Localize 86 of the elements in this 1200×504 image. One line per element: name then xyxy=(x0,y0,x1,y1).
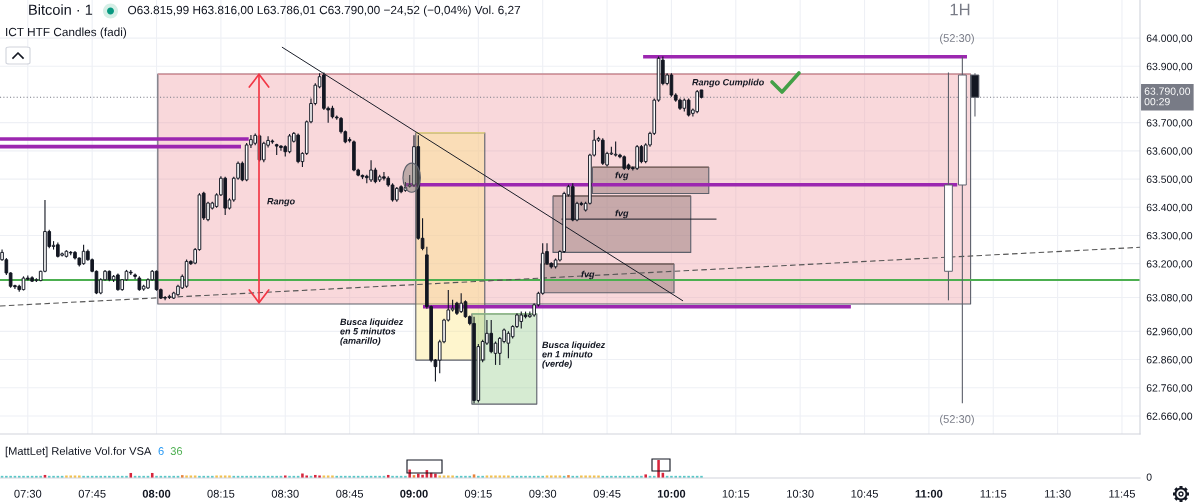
annotation: Busca liquidez en 5 minutos (amarillo) xyxy=(340,318,404,346)
bar xyxy=(228,475,231,478)
bar xyxy=(185,475,188,478)
x-tick-label: 07:30 xyxy=(14,489,42,498)
candlestick xyxy=(669,72,674,98)
bar xyxy=(78,475,81,478)
candlestick xyxy=(459,292,463,314)
bar xyxy=(65,475,68,478)
bar xyxy=(438,475,442,478)
bar xyxy=(305,475,308,478)
chart-title: Bitcoin · 1 xyxy=(29,4,93,15)
annotation: Rango xyxy=(267,198,295,207)
annotation: (52:30) xyxy=(940,414,974,426)
x-tick-label: 10:30 xyxy=(787,489,814,498)
y-tick-label: 62.660,00 xyxy=(1146,412,1193,422)
candlestick xyxy=(390,182,395,203)
candlestick xyxy=(287,133,292,154)
y-tick-label: 62.760,00 xyxy=(1146,384,1193,393)
annotation: fvg xyxy=(615,171,629,181)
y-tick-label: 63.600,00 xyxy=(1146,147,1193,156)
bar xyxy=(69,475,72,478)
x-tick-label: 11:30 xyxy=(1044,489,1071,498)
x-tick-label: 11:45 xyxy=(1109,489,1136,498)
y-tick-label: 63.300,00 xyxy=(1146,231,1193,241)
annotation: ICT HTF Candles (fadi) xyxy=(6,27,127,39)
candlestick xyxy=(489,319,494,354)
x-tick-label: 10:00 xyxy=(657,489,686,498)
y-tick-label: 63.700,00 xyxy=(1146,119,1193,128)
annotation: Rango Cumplido xyxy=(692,78,764,88)
chart-subtitle: O63.815,99 H63.816,00 L63.786,01 C63.790,00 −24,52 (−0,04%) Vol. 6,27 xyxy=(128,5,521,17)
bar xyxy=(584,475,587,478)
y-tick-label: 62.960,00 xyxy=(1146,327,1193,337)
x-tick-label: 10:45 xyxy=(851,489,878,498)
x-tick-label: 09:45 xyxy=(593,489,621,498)
text: 36 xyxy=(170,447,183,455)
candlestick xyxy=(635,144,639,171)
candlestick xyxy=(279,144,283,152)
x-tick-label: 11:00 xyxy=(915,489,943,498)
y-tick-label: 63.080,00 xyxy=(1146,294,1193,303)
annotation: (52:30) xyxy=(940,33,974,45)
candlestick xyxy=(382,171,386,182)
bar xyxy=(507,475,510,478)
chart-title: [MattLet] Relative Vol.for VSA xyxy=(5,446,152,458)
bar xyxy=(150,472,154,478)
annotation: 1H xyxy=(950,3,970,16)
bar xyxy=(451,475,454,478)
x-tick-label: 11:15 xyxy=(980,489,1007,498)
y-tick-label: 63.400,00 xyxy=(1146,203,1193,213)
bar xyxy=(283,475,287,478)
x-tick-label: 08:30 xyxy=(271,489,299,498)
annotation: fvg xyxy=(581,270,595,280)
ref-line-label: 63.790,00 00:29 xyxy=(1144,87,1191,106)
bar xyxy=(554,475,557,478)
x-tick-label: 10:15 xyxy=(722,489,750,498)
x-tick-label: 09:15 xyxy=(464,489,492,498)
x-tick-label: 08:00 xyxy=(142,489,171,498)
y-tick-label: 63.200,00 xyxy=(1146,260,1193,269)
candlestick xyxy=(81,244,86,266)
text: 6 xyxy=(158,447,164,455)
bar xyxy=(644,474,647,478)
x-tick-label: 07:45 xyxy=(78,489,106,498)
bar xyxy=(447,475,450,478)
bar xyxy=(494,475,497,478)
x-tick-label: 08:45 xyxy=(336,489,364,498)
candlestick xyxy=(970,72,980,118)
annotation: Busca liquidez en 1 minuto (verde) xyxy=(542,341,606,369)
candlestick xyxy=(695,89,699,114)
y-tick-label: 64.000,00 xyxy=(1146,34,1193,44)
bar xyxy=(550,475,553,478)
bar xyxy=(489,475,493,478)
annotation: fvg xyxy=(615,209,629,219)
bar xyxy=(318,475,321,478)
bar xyxy=(331,475,334,478)
y-tick-label: 62.860,00 xyxy=(1146,356,1193,365)
y-tick-label: 63.900,00 xyxy=(1146,62,1193,72)
x-tick-label: 09:00 xyxy=(400,489,428,498)
x-tick-label: 09:30 xyxy=(529,489,557,498)
candlestick xyxy=(600,137,605,166)
candlestick xyxy=(369,159,373,183)
bar xyxy=(580,475,583,478)
text: 0 xyxy=(1146,473,1152,481)
bar xyxy=(597,475,600,478)
bar xyxy=(215,475,218,478)
candlestick xyxy=(506,330,511,359)
x-tick-label: 08:15 xyxy=(207,489,235,498)
y-tick-label: 63.500,00 xyxy=(1146,175,1193,185)
